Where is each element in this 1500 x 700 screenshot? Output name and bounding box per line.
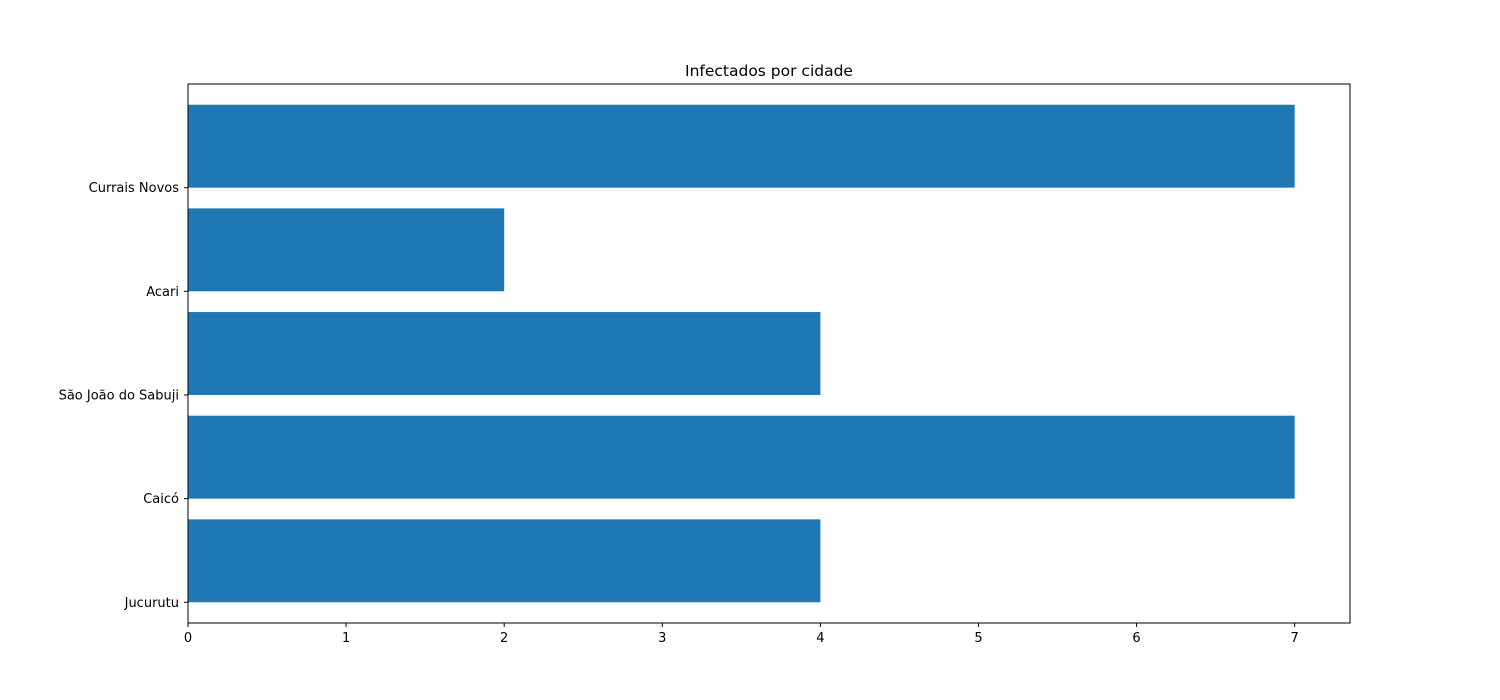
x-axis: 0 1 2 3 4 5 6 7	[184, 623, 1299, 646]
y-tick-label: Caicó	[143, 492, 179, 507]
x-tick-label: 5	[974, 631, 982, 646]
bar-jucurutu	[188, 519, 821, 603]
x-tick-label: 3	[658, 631, 666, 646]
y-tick-label: Currais Novos	[89, 181, 180, 196]
x-tick-label: 7	[1291, 631, 1299, 646]
y-axis: Jucurutu Caicó São João do Sabuji Acari Curr…	[59, 181, 188, 611]
bar-caicó	[188, 415, 1295, 499]
x-tick-label: 0	[184, 631, 192, 646]
bars-group	[188, 104, 1295, 603]
x-tick-label: 6	[1132, 631, 1140, 646]
x-tick-label: 1	[342, 631, 350, 646]
y-tick-label: São João do Sabuji	[59, 388, 179, 403]
x-tick-label: 2	[500, 631, 508, 646]
chart-title: Infectados por cidade	[685, 62, 853, 80]
plot-area-frame	[187, 83, 1351, 624]
x-tick-label: 4	[816, 631, 824, 646]
bar-são-joão-do-sabuji	[188, 312, 821, 395]
bar-currais-novos	[188, 104, 1295, 188]
y-tick-label: Jucurutu	[124, 596, 179, 611]
y-tick-label: Acari	[146, 285, 179, 300]
bar-acari	[188, 208, 505, 292]
